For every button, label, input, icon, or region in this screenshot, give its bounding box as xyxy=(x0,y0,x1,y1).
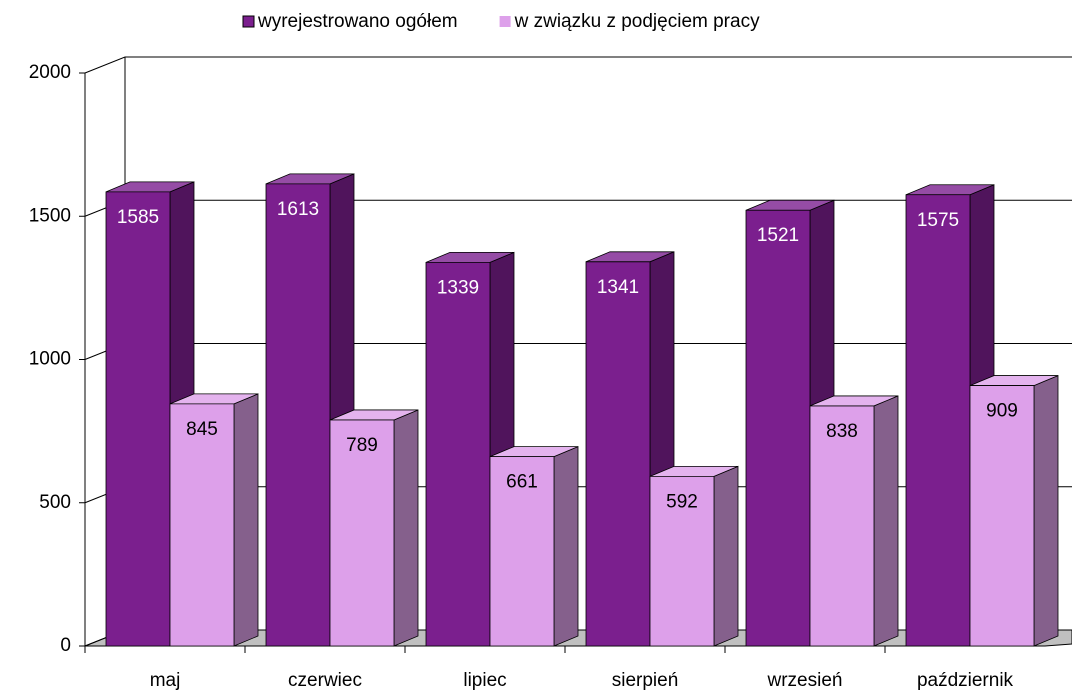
legend-label: w związku z podjęciem pracy xyxy=(514,11,760,32)
value-label: 1575 xyxy=(917,210,959,231)
legend-marker xyxy=(499,16,511,27)
x-tick-label: wrzesień xyxy=(767,670,843,691)
bar xyxy=(489,446,579,647)
value-label: 661 xyxy=(506,472,538,493)
bar-front xyxy=(905,194,971,647)
y-tick-label: 2000 xyxy=(29,62,71,83)
bar-side xyxy=(1033,374,1059,647)
bar-front xyxy=(105,191,171,647)
bar xyxy=(329,409,419,647)
bar-side xyxy=(713,465,739,647)
x-tick-label: październik xyxy=(917,670,1014,691)
value-label: 1341 xyxy=(597,277,639,298)
value-label: 1613 xyxy=(277,199,319,220)
value-label: 838 xyxy=(826,421,858,442)
value-label: 1585 xyxy=(117,207,159,228)
x-tick-label: lipiec xyxy=(463,670,506,691)
value-label: 909 xyxy=(986,401,1018,422)
value-label: 1339 xyxy=(437,277,479,298)
bar-side xyxy=(553,446,579,647)
x-tick-label: sierpień xyxy=(612,670,679,691)
y-tick-label: 500 xyxy=(39,492,71,513)
legend-marker xyxy=(242,15,255,28)
bar xyxy=(649,465,739,647)
x-tick-label: maj xyxy=(150,670,181,691)
bar xyxy=(169,393,259,647)
x-tick-label: czerwiec xyxy=(288,670,362,691)
bar-side xyxy=(233,393,259,647)
legend-label: wyrejestrowano ogółem xyxy=(257,11,458,32)
bar-front xyxy=(425,261,491,647)
y-tick-label: 0 xyxy=(60,635,71,656)
bar-front xyxy=(809,405,875,647)
bar-front xyxy=(969,385,1035,647)
bar-front xyxy=(169,403,235,647)
bar xyxy=(969,374,1059,647)
bar-front xyxy=(745,209,811,647)
bar xyxy=(809,395,899,647)
value-label: 1521 xyxy=(757,225,799,246)
y-tick-label: 1500 xyxy=(29,205,71,226)
bar-front xyxy=(265,183,331,647)
bar-front xyxy=(649,475,715,647)
bar-side xyxy=(393,409,419,647)
bar-front xyxy=(585,261,651,647)
bar-front xyxy=(329,419,395,647)
grid-line xyxy=(84,56,1072,74)
value-label: 592 xyxy=(666,491,698,512)
value-label: 789 xyxy=(346,435,378,456)
y-tick-label: 1000 xyxy=(29,349,71,370)
bar-front xyxy=(489,456,555,647)
value-label: 845 xyxy=(186,419,218,440)
bar-side xyxy=(873,395,899,647)
